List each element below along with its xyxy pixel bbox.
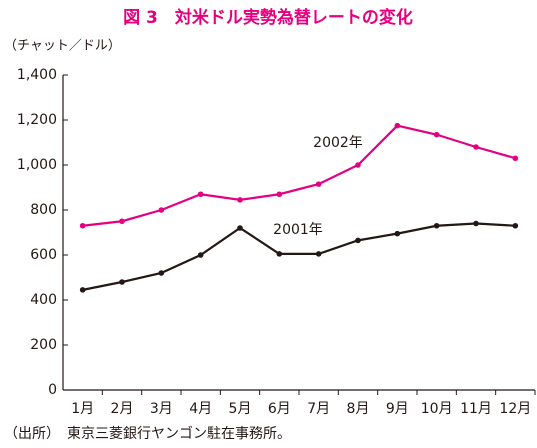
data-point [197,252,204,258]
data-point [315,181,322,187]
y-tick-label: 600 [30,247,57,263]
x-tick-label: 12月 [499,401,531,417]
source-note: （出所） 東京三菱銀行ヤンゴン駐在事務所。 [4,425,291,442]
data-point [237,225,243,231]
data-point [512,222,519,229]
y-tick-label: 0 [48,382,57,398]
data-point [119,218,125,225]
y-tick-label: 1,400 [17,67,57,83]
x-tick-label: 11月 [460,401,492,417]
data-point [433,131,440,138]
x-tick-label: 5月 [229,401,252,417]
data-point [315,251,322,257]
data-point [237,197,243,203]
x-tick-label: 1月 [71,401,94,417]
x-tick-label: 9月 [386,401,409,417]
x-tick-label: 10月 [421,401,453,417]
x-tick-label: 7月 [307,401,330,417]
data-point [79,222,86,229]
data-point [119,279,125,285]
data-point [355,237,361,244]
x-tick-label: 2月 [111,401,134,417]
data-point [473,144,479,150]
y-tick-label: 800 [30,202,57,218]
data-point [473,220,479,227]
series-label: 2002年 [313,135,363,151]
data-point [512,155,519,162]
data-point [433,222,440,229]
data-point [276,191,283,198]
series-line [82,124,516,227]
y-tick-label: 200 [30,337,57,353]
data-point [355,162,361,168]
data-point [394,230,401,237]
y-tick-label: 1,200 [17,112,57,128]
chart-title: 図 3 対米ドル実勢為替レートの変化 [123,7,413,28]
series-label: 2001年 [273,222,323,238]
data-point [394,122,401,129]
y-tick-label: 400 [30,292,57,308]
data-point [79,287,86,293]
x-tick-label: 6月 [268,401,291,417]
series-line [82,222,516,291]
x-tick-label: 3月 [150,401,173,417]
y-tick-label: 1,000 [17,157,57,173]
data-point [158,270,165,276]
data-point [197,191,204,198]
x-tick-label: 8月 [347,401,370,417]
y-axis-label: （チャット／ドル） [4,39,121,54]
x-tick-label: 4月 [189,401,212,417]
data-point [276,251,283,257]
data-point [158,207,165,213]
